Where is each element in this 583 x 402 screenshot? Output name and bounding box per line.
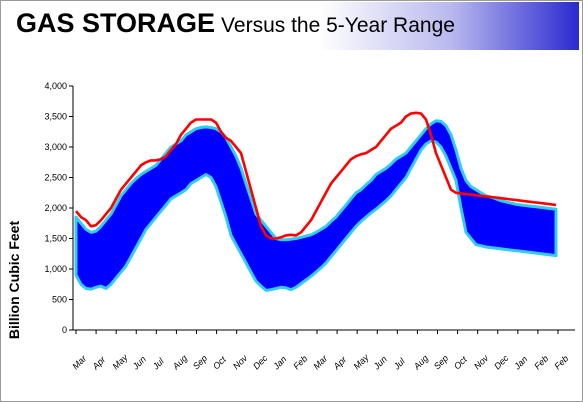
x-tick-label: May	[352, 352, 371, 371]
x-tick-label: Mar	[70, 353, 89, 372]
x-tick-label: Sep	[432, 353, 450, 371]
x-tick-label: Feb	[532, 353, 550, 371]
x-tick-label: Mar	[311, 353, 330, 372]
x-tick-label: Jun	[371, 354, 389, 372]
y-tick-label: 4,000	[44, 81, 67, 91]
y-tick-label: 2,000	[44, 203, 67, 213]
x-tick-label: Apr	[90, 354, 108, 372]
y-tick-label: 0	[62, 325, 67, 335]
x-tick-label: Oct	[211, 354, 228, 371]
x-tick-label: Aug	[411, 353, 430, 372]
x-tick-label: Feb	[291, 353, 309, 371]
five-year-range-band	[74, 119, 558, 292]
chart-title: GAS STORAGE Versus the 5-Year Range	[16, 8, 455, 39]
x-tick-label: Dec	[251, 353, 270, 372]
y-tick-label: 500	[52, 295, 67, 305]
x-tick-label: Jan	[511, 354, 529, 372]
x-tick-label: Nov	[472, 353, 491, 372]
title-sub: Versus the 5-Year Range	[221, 14, 455, 37]
current-storage-line	[75, 111, 557, 240]
y-tick-label: 3,500	[44, 112, 67, 122]
chart-header: GAS STORAGE Versus the 5-Year Range	[2, 2, 579, 50]
y-tick-label: 3,000	[44, 142, 67, 152]
y-tick-label: 2,500	[44, 173, 67, 183]
x-tick-label: Jun	[130, 354, 148, 372]
x-tick-label: Aug	[170, 353, 189, 372]
x-tick-label: Apr	[331, 354, 349, 372]
y-tick-label: 1,000	[44, 264, 67, 274]
title-main: GAS STORAGE	[16, 8, 216, 38]
x-tick-label: May	[111, 352, 130, 371]
x-tick-label: Nov	[231, 353, 250, 372]
x-tick-label: Oct	[452, 354, 469, 371]
x-tick-label: Jul	[150, 356, 167, 373]
y-tick-label: 1,500	[44, 234, 67, 244]
x-tick-label: Sep	[191, 353, 209, 371]
x-tick-label: Feb	[552, 353, 570, 371]
x-tick-label: Dec	[492, 353, 511, 372]
x-tick-label: Jan	[270, 354, 288, 372]
x-tick-label: Jul	[391, 356, 408, 373]
